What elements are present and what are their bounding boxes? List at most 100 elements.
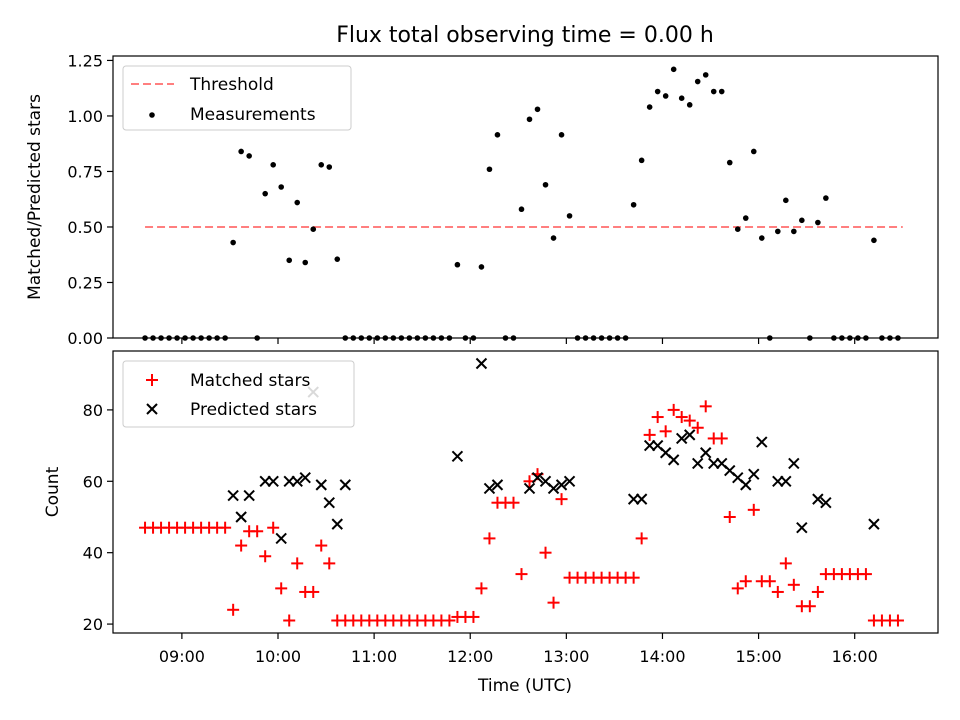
matched-star-point <box>771 585 784 598</box>
legend-matched-label: Matched stars <box>190 371 310 391</box>
predicted-star-point <box>700 447 712 459</box>
measurement-point <box>494 132 501 138</box>
measurement-point <box>534 106 541 113</box>
measurement-point <box>278 184 285 190</box>
predicted-star-point <box>675 432 688 445</box>
predicted-star-point <box>555 479 568 491</box>
measurement-point <box>326 164 333 170</box>
predicted-star-point <box>331 518 343 530</box>
matched-star-point <box>291 557 304 570</box>
x-tick-label: 11:00 <box>351 647 397 666</box>
predicted-star-point <box>475 357 488 370</box>
measurement-point <box>238 148 244 155</box>
measurement-point <box>783 197 789 204</box>
measurement-point <box>815 219 821 226</box>
matched-star-point <box>323 557 336 570</box>
measurement-point <box>638 157 645 164</box>
x-tick-label: 09:00 <box>159 647 205 666</box>
top-y-axis-label: Matched/Predicted stars <box>25 94 45 300</box>
matched-star-point <box>275 582 288 595</box>
matched-star-point <box>219 521 232 534</box>
matched-star-point <box>467 610 480 623</box>
matched-star-point <box>227 603 240 616</box>
y-tick-label: 0.00 <box>67 329 103 348</box>
matched-star-point <box>747 503 760 516</box>
measurement-point <box>542 181 549 188</box>
predicted-star-point <box>315 479 327 491</box>
measurement-point <box>750 148 757 155</box>
bottom-legend-box <box>122 360 355 428</box>
matched-star-point <box>699 400 712 413</box>
measurement-point <box>550 235 557 241</box>
measurement-point <box>694 78 701 85</box>
predicted-star-point <box>748 468 760 480</box>
predicted-star-point <box>547 482 560 495</box>
matched-star-point <box>475 582 488 595</box>
measurement-point <box>230 239 236 246</box>
predicted-star-point <box>740 479 752 491</box>
predicted-star-point <box>692 457 704 470</box>
matched-star-point <box>659 425 672 438</box>
y-tick-label: 80 <box>83 401 103 420</box>
measurement-point <box>702 72 709 78</box>
matched-star-point <box>627 571 640 584</box>
measurement-point <box>654 88 661 95</box>
predicted-star-point <box>291 475 303 487</box>
matched-star-point <box>803 600 816 613</box>
predicted-star-point <box>523 482 536 495</box>
measurement-point <box>678 95 685 101</box>
predicted-star-point <box>299 472 311 484</box>
measurement-point <box>518 206 525 213</box>
predicted-star-point <box>243 489 255 502</box>
x-tick-label: 14:00 <box>639 647 685 666</box>
x-axis-label: Time (UTC) <box>477 676 572 696</box>
measurement-point <box>262 190 268 197</box>
measurement-point <box>823 195 829 201</box>
matched-star-point <box>483 532 496 545</box>
measurement-point <box>310 226 317 232</box>
predicted-star-point <box>667 454 680 466</box>
measurement-point <box>791 228 797 235</box>
matched-stars-series <box>139 400 904 627</box>
predicted-star-point <box>267 475 279 487</box>
matched-star-point <box>539 546 552 559</box>
predicted-star-point <box>531 472 544 484</box>
measurement-point <box>318 162 325 168</box>
matched-star-point <box>507 496 520 509</box>
predicted-star-point <box>788 457 800 470</box>
legend-predicted-swatch <box>146 403 158 415</box>
matched-star-point <box>235 539 248 552</box>
bottom-plot-frame <box>112 350 939 634</box>
legend-threshold-label: Threshold <box>189 75 274 95</box>
matched-star-point <box>691 421 704 434</box>
matched-star-point <box>651 411 664 424</box>
top-plot-frame <box>112 55 939 339</box>
measurement-point <box>718 88 725 95</box>
measurement-point <box>726 159 733 166</box>
predicted-star-point <box>820 497 832 509</box>
y-tick-label: 0.50 <box>67 218 103 237</box>
top-axis-ticks: 0.00 0.25 0.50 0.75 1.00 1.25 <box>67 51 856 348</box>
x-tick-label: 16:00 <box>832 647 878 666</box>
bottom-panel: 09:00 10:00 11:00 12:00 13:00 14:00 15:00 16:00… <box>43 350 939 696</box>
y-tick-label: 20 <box>83 615 103 634</box>
x-tick-label: 15:00 <box>736 647 782 666</box>
measurement-point <box>246 153 252 159</box>
bottom-axis-ticks: 09:00 10:00 11:00 12:00 13:00 14:00 15:00 16:00… <box>83 401 878 666</box>
y-tick-label: 0.25 <box>67 273 103 292</box>
matched-star-point <box>251 525 264 538</box>
matched-star-point <box>283 614 296 627</box>
bottom-y-axis-label: Count <box>43 466 63 517</box>
predicted-star-point <box>235 511 247 523</box>
y-tick-label: 1.25 <box>67 51 103 70</box>
measurement-point <box>270 162 276 168</box>
legend-predicted-label: Predicted stars <box>190 400 317 420</box>
matched-star-point <box>675 411 688 424</box>
measurement-point <box>871 237 877 244</box>
matched-star-point <box>763 575 776 588</box>
matched-star-point <box>891 614 904 627</box>
matched-star-point <box>555 493 568 506</box>
measurement-point <box>742 215 749 221</box>
x-tick-label: 13:00 <box>543 647 589 666</box>
matched-star-point <box>739 575 752 588</box>
